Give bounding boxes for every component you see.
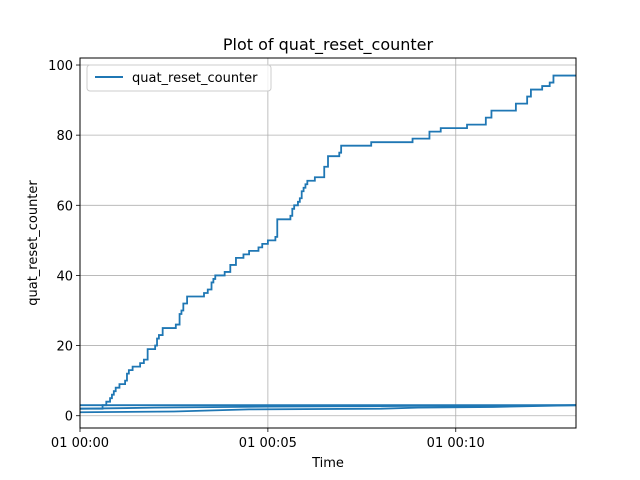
series-line-0-segment-1: [79, 404, 577, 414]
plot-area-frame: [79, 57, 577, 429]
y-tick-label-0: 0: [65, 410, 73, 425]
series-group: [79, 74, 577, 414]
x-axis: 01 00:00 01 00:05 01 00:10: [51, 428, 485, 451]
legend: quat_reset_counter: [86, 64, 272, 92]
y-tick-label-1: 20: [56, 340, 73, 355]
legend-box: [86, 64, 272, 92]
y-tick-label-5: 100: [48, 59, 73, 74]
legend-label: quat_reset_counter: [132, 71, 258, 86]
y-axis-label: quat_reset_counter: [26, 180, 41, 306]
y-tick-label-4: 80: [56, 129, 73, 144]
x-tick-label-0: 01 00:00: [51, 436, 109, 451]
x-axis-label: Time: [311, 456, 344, 471]
y-tick-label-3: 60: [56, 199, 73, 214]
y-tick-label-2: 40: [56, 269, 73, 284]
x-tick-label-2: 01 00:10: [427, 436, 485, 451]
x-tick-label-1: 01 00:05: [239, 436, 297, 451]
chart-title: Plot of quat_reset_counter: [223, 35, 434, 55]
series-line-0-segment-0: [80, 74, 576, 410]
y-axis: 0 20 40 60 80 100: [48, 59, 80, 425]
